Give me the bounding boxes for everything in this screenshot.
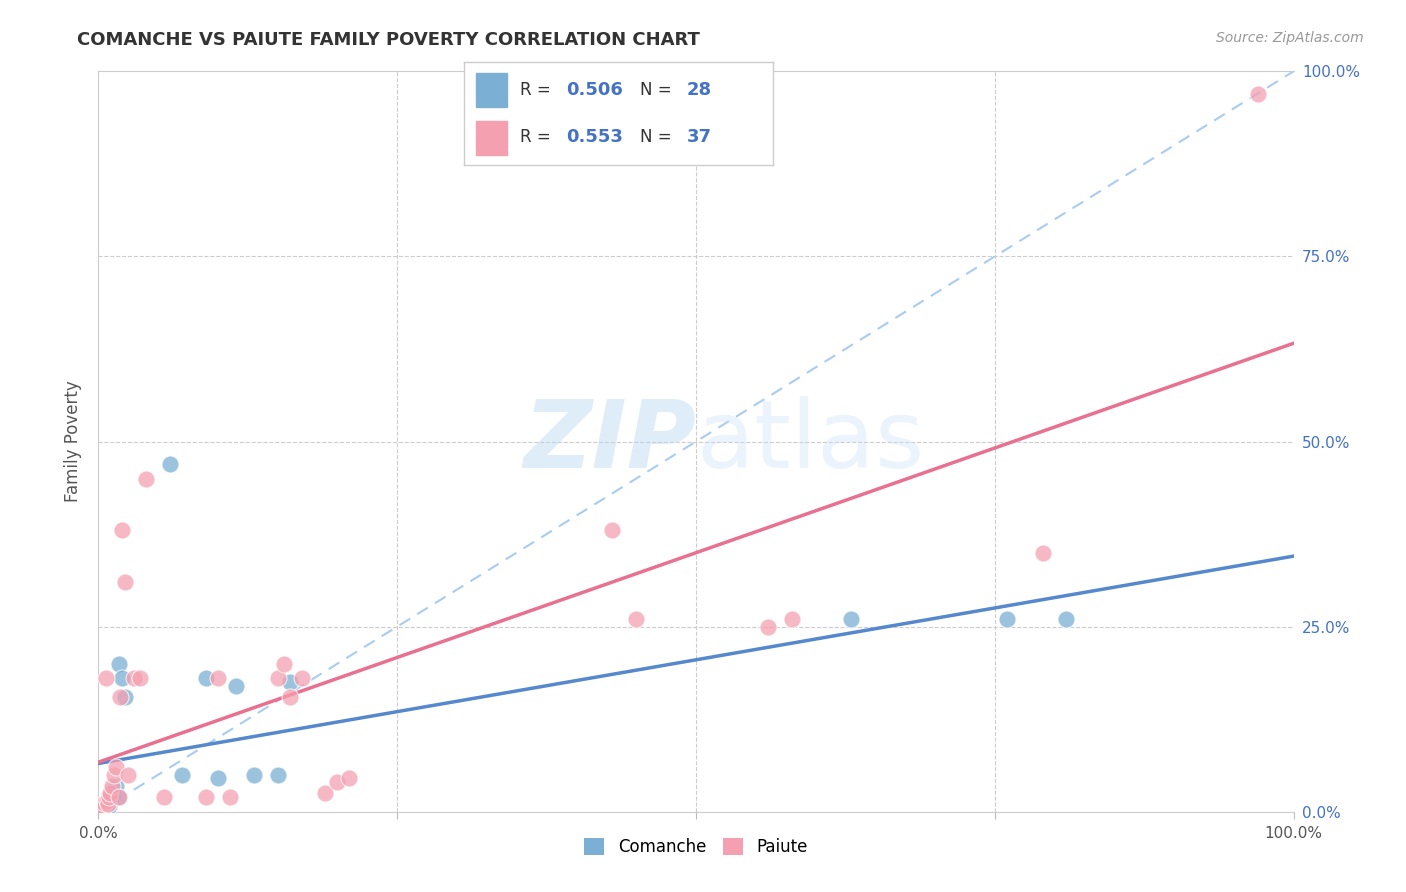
Point (129, 672, 152, 686)
Point (91, 798, 114, 813)
Point (103, 767, 125, 781)
Point (100, 782, 122, 797)
Point (207, 672, 229, 686)
Point (756, 619, 779, 633)
Point (111, 672, 134, 686)
Point (267, 767, 290, 781)
Point (96, 794, 118, 808)
Point (93, 796, 115, 810)
Text: N =: N = (640, 128, 678, 146)
Point (98, 789, 121, 804)
Text: R =: R = (520, 128, 555, 146)
Point (97, 797, 120, 812)
Point (107, 657, 129, 671)
Text: 37: 37 (686, 128, 711, 146)
Point (107, 789, 129, 804)
Point (90, 803, 112, 817)
Point (841, 612, 863, 626)
Point (98, 798, 121, 813)
Point (291, 672, 314, 686)
Text: Source: ZipAtlas.com: Source: ZipAtlas.com (1216, 31, 1364, 45)
Point (326, 775, 349, 789)
Point (159, 457, 181, 471)
Point (93, 796, 115, 810)
Point (780, 612, 803, 626)
Point (243, 767, 266, 781)
Point (339, 772, 361, 786)
Point (94, 797, 117, 812)
Point (626, 612, 648, 626)
Text: N =: N = (640, 81, 678, 99)
Point (111, 524, 134, 538)
Text: R =: R = (520, 81, 555, 99)
Point (195, 789, 218, 804)
Text: 0.506: 0.506 (567, 81, 623, 99)
Point (96, 794, 118, 808)
Point (98, 786, 122, 800)
Bar (477, 73, 508, 106)
Point (278, 690, 301, 704)
Text: 28: 28 (686, 81, 711, 99)
Point (195, 672, 218, 686)
Point (207, 772, 229, 786)
Point (273, 657, 295, 671)
Point (100, 779, 122, 793)
Point (97, 789, 120, 804)
Point (315, 786, 337, 800)
Point (267, 672, 290, 686)
Point (114, 575, 136, 590)
Text: atlas: atlas (696, 395, 924, 488)
Text: COMANCHE VS PAIUTE FAMILY POVERTY CORRELATION CHART: COMANCHE VS PAIUTE FAMILY POVERTY CORREL… (77, 31, 700, 49)
Point (107, 789, 129, 804)
Point (90, 801, 112, 815)
Text: 0.553: 0.553 (567, 128, 623, 146)
Point (101, 786, 124, 800)
Point (98, 791, 122, 805)
Point (219, 789, 242, 804)
Point (225, 679, 247, 693)
Point (172, 767, 194, 781)
Point (602, 524, 624, 538)
Point (91, 801, 114, 815)
Bar (477, 121, 508, 155)
Point (103, 789, 125, 803)
Point (91, 798, 114, 813)
Y-axis label: Family Poverty: Family Poverty (65, 381, 83, 502)
Point (105, 760, 128, 774)
Point (1247, 87, 1270, 101)
Text: ZIP: ZIP (523, 395, 696, 488)
Point (153, 789, 176, 804)
Point (995, 612, 1018, 626)
Point (124, 672, 146, 686)
Point (117, 767, 139, 781)
Point (1032, 546, 1054, 560)
Point (114, 690, 136, 704)
Point (94, 672, 117, 686)
Point (91, 803, 114, 817)
Point (135, 471, 157, 485)
Point (108, 690, 131, 704)
Point (278, 675, 301, 690)
Point (105, 779, 128, 793)
Point (1056, 612, 1078, 626)
Legend: Comanche, Paiute: Comanche, Paiute (578, 831, 814, 863)
